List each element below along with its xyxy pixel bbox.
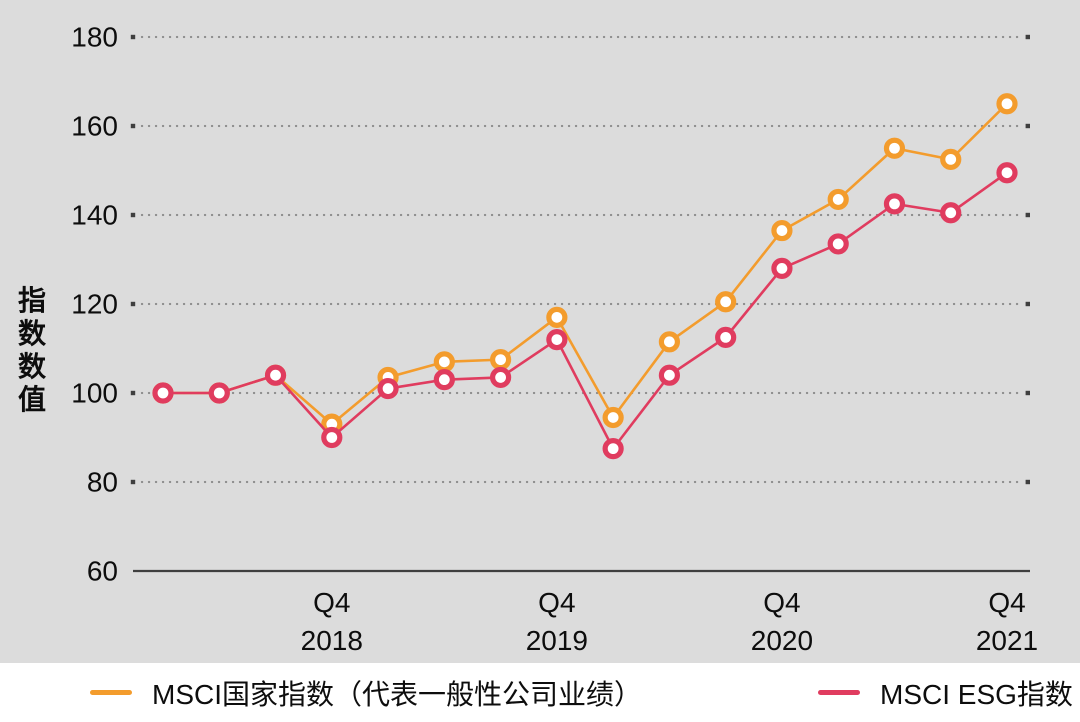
y-tick-label: 100 <box>71 378 118 409</box>
gridline-end-dot <box>1025 123 1030 129</box>
y-axis-title-char: 指 <box>17 285 46 316</box>
data-point-esg-index <box>377 377 399 400</box>
gridline-end-dot <box>130 479 136 485</box>
data-point-esg-index <box>771 257 793 279</box>
data-point-country-index <box>715 291 737 313</box>
data-point-esg-index <box>490 366 512 389</box>
data-point-country-index <box>827 188 849 211</box>
chart-area: 指数数值 60 80 100 120 140 160 180 Q4 2018 Q4 2019 Q4 20… <box>0 0 1080 663</box>
data-point-esg-index <box>883 193 906 215</box>
gridline-end-dot <box>130 390 136 396</box>
legend-label-esg-index: MSCI ESG指数 <box>880 678 1073 710</box>
x-tick-quarter-label: Q4 <box>988 587 1025 618</box>
data-point-esg-index <box>546 329 568 351</box>
data-point-esg-index <box>602 438 624 460</box>
gridline-end-dot <box>130 301 136 307</box>
x-tick-quarter-label: Q4 <box>763 587 800 618</box>
y-tick-label: 140 <box>71 200 118 231</box>
data-point-esg-index <box>658 364 681 386</box>
y-tick-label: 180 <box>71 22 118 53</box>
data-point-esg-index <box>321 426 343 449</box>
data-point-country-index <box>433 351 455 373</box>
gridline-end-dot <box>1025 479 1030 485</box>
data-point-esg-index <box>208 382 230 404</box>
gridline-end-dot <box>130 34 136 40</box>
y-axis-title: 指数数值 <box>12 284 52 416</box>
gridline-end-dot <box>130 123 136 129</box>
y-axis-title-char: 数 <box>17 351 46 382</box>
x-tick-year-label: 2020 <box>751 625 813 656</box>
y-axis-title-char: 数 <box>17 318 46 349</box>
legend: MSCI国家指数（代表一般性公司业绩） MSCI ESG指数 <box>0 663 1080 722</box>
legend-item-country-index: MSCI国家指数（代表一般性公司业绩） <box>90 673 642 713</box>
data-point-esg-index <box>264 364 287 386</box>
gridline-end-dot <box>1025 390 1030 396</box>
data-point-esg-index <box>940 202 962 224</box>
x-tick-year-label: 2019 <box>526 625 588 656</box>
data-point-country-index <box>996 93 1018 115</box>
y-tick-label: 60 <box>87 556 118 587</box>
gridline-end-dot <box>1025 34 1030 40</box>
gridline-end-dot <box>1025 301 1030 307</box>
data-point-esg-index <box>827 233 849 255</box>
x-tick-year-label: 2018 <box>301 625 363 656</box>
x-tick-year-label: 2021 <box>976 625 1038 656</box>
series-line-esg-index <box>163 171 1008 450</box>
data-point-country-index <box>602 406 624 429</box>
legend-line-swatch-country-index <box>90 690 132 695</box>
data-point-country-index <box>940 148 962 170</box>
data-point-country-index <box>546 306 568 328</box>
data-point-esg-index <box>715 326 737 348</box>
data-point-esg-index <box>996 162 1018 184</box>
data-point-esg-index <box>433 369 455 391</box>
y-tick-label: 80 <box>87 467 118 498</box>
y-axis-title-char: 值 <box>17 384 46 415</box>
data-point-country-index <box>883 137 906 159</box>
series-line-country-index <box>163 102 1008 426</box>
plot-svg: 60 80 100 120 140 160 180 Q4 2018 Q4 2019 Q4 2020 Q4 2… <box>71 22 1038 657</box>
data-point-country-index <box>771 219 793 242</box>
x-tick-quarter-label: Q4 <box>313 587 350 618</box>
gridline-end-dot <box>1025 212 1030 218</box>
data-point-country-index <box>658 331 681 353</box>
gridline-end-dot <box>130 212 136 218</box>
data-point-country-index <box>490 349 512 371</box>
legend-item-esg-index: MSCI ESG指数 <box>818 673 1073 713</box>
y-tick-label: 160 <box>71 111 118 142</box>
legend-line-swatch-esg-index <box>818 690 861 695</box>
data-point-esg-index <box>152 382 174 404</box>
x-tick-quarter-label: Q4 <box>538 587 575 618</box>
legend-label-country-index: MSCI国家指数（代表一般性公司业绩） <box>152 678 643 710</box>
y-tick-label: 120 <box>71 289 118 320</box>
